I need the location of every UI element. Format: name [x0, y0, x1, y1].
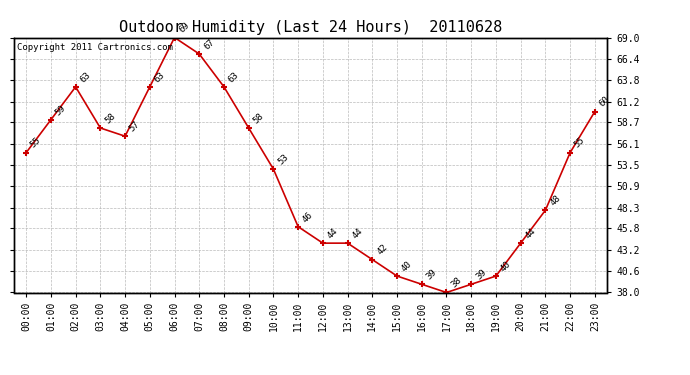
Text: 44: 44: [351, 226, 364, 240]
Text: 63: 63: [227, 70, 241, 84]
Text: 63: 63: [79, 70, 92, 84]
Text: 38: 38: [449, 276, 463, 290]
Text: 55: 55: [29, 136, 43, 150]
Text: 60: 60: [598, 95, 611, 109]
Text: 63: 63: [152, 70, 166, 84]
Text: 58: 58: [103, 111, 117, 125]
Text: 42: 42: [375, 243, 389, 257]
Text: 58: 58: [251, 111, 266, 125]
Text: 40: 40: [499, 259, 513, 273]
Text: 69: 69: [177, 21, 191, 35]
Text: 55: 55: [573, 136, 587, 150]
Text: 40: 40: [400, 259, 414, 273]
Text: 44: 44: [326, 226, 339, 240]
Text: 59: 59: [54, 103, 68, 117]
Text: 39: 39: [424, 267, 439, 282]
Text: 57: 57: [128, 120, 142, 134]
Text: 44: 44: [524, 226, 538, 240]
Text: 48: 48: [548, 194, 562, 207]
Text: Copyright 2011 Cartronics.com: Copyright 2011 Cartronics.com: [17, 43, 172, 52]
Text: 67: 67: [202, 37, 216, 51]
Text: 39: 39: [474, 267, 488, 282]
Text: 46: 46: [301, 210, 315, 224]
Text: 53: 53: [276, 152, 290, 166]
Title: Outdoor Humidity (Last 24 Hours)  20110628: Outdoor Humidity (Last 24 Hours) 2011062…: [119, 20, 502, 35]
